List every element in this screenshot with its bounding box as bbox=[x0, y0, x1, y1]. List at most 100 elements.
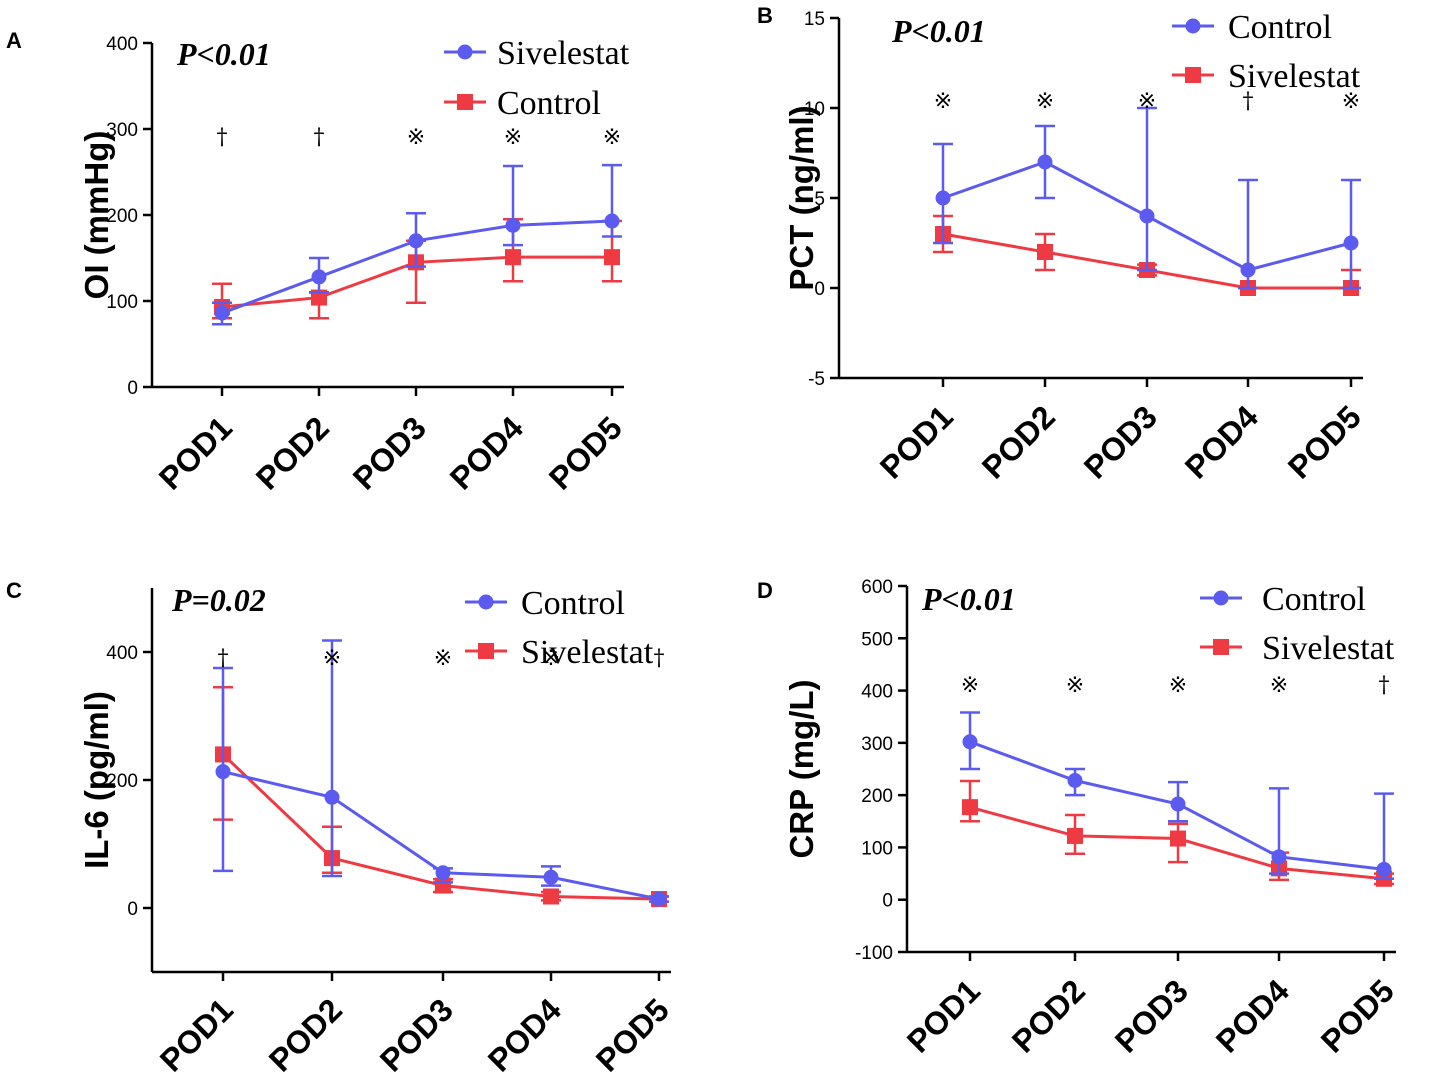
y-tick-label: 400 bbox=[106, 34, 138, 55]
significance-mark: ※ bbox=[1270, 673, 1288, 698]
y-tick-label: -5 bbox=[808, 369, 825, 390]
panel-letter: B bbox=[757, 3, 773, 28]
x-tick-label: POD5 bbox=[1314, 972, 1401, 1059]
significance-mark: ※ bbox=[1138, 89, 1156, 114]
legend-label: Sivelestat bbox=[1228, 58, 1361, 95]
y-tick-label: 0 bbox=[814, 279, 825, 300]
y-tick-label: 400 bbox=[106, 643, 138, 664]
y-tick-label: 300 bbox=[106, 120, 138, 141]
data-point bbox=[1067, 827, 1083, 844]
legend-item: Sivelestat bbox=[465, 634, 654, 671]
y-axis-title: CRP (mg/L) bbox=[783, 679, 820, 858]
significance-mark: † bbox=[218, 646, 229, 671]
x-tick-label: POD5 bbox=[589, 991, 676, 1078]
x-tick-label: POD1 bbox=[873, 398, 960, 485]
data-point bbox=[1170, 796, 1186, 812]
data-point bbox=[1139, 208, 1155, 224]
data-point bbox=[1271, 849, 1287, 865]
y-tick-label: 100 bbox=[861, 838, 893, 859]
legend-marker bbox=[457, 94, 473, 110]
data-point bbox=[604, 213, 620, 229]
chart-panel-d: D -100 0 100 200 300 400 500 600 POD1 POD2 POD3 POD4… bbox=[757, 577, 1401, 1060]
legend-marker bbox=[1213, 590, 1229, 606]
data-point bbox=[1037, 154, 1053, 170]
data-point bbox=[1067, 773, 1083, 789]
data-point bbox=[543, 869, 559, 885]
y-tick-label: 100 bbox=[106, 292, 138, 313]
p-value: P<0.01 bbox=[921, 581, 1016, 617]
series-sivelestat bbox=[212, 163, 622, 326]
significance-mark: ※ bbox=[434, 646, 452, 671]
legend-label: Control bbox=[1262, 581, 1366, 618]
chart-panel-b: B -5 0 5 10 15 POD1 POD2 POD3 POD4 POD5 PCT (ng/ml)… bbox=[757, 3, 1368, 486]
y-tick-label: 500 bbox=[861, 629, 893, 650]
series-control bbox=[213, 639, 669, 907]
x-tick-label: POD4 bbox=[443, 409, 530, 496]
legend-item: Control bbox=[465, 585, 625, 622]
data-point bbox=[505, 217, 521, 233]
p-value: P<0.01 bbox=[176, 36, 271, 72]
legend-label: Control bbox=[1228, 9, 1332, 46]
data-point bbox=[962, 734, 978, 750]
legend-item: Sivelestat bbox=[444, 35, 630, 72]
y-tick-label: 600 bbox=[861, 577, 893, 598]
y-tick-label: -100 bbox=[855, 943, 893, 964]
x-tick-label: POD4 bbox=[1178, 398, 1265, 485]
panel-letter: D bbox=[757, 578, 773, 603]
legend-label: Control bbox=[497, 85, 601, 122]
significance-mark: † bbox=[1379, 673, 1390, 698]
series-sivelestat bbox=[960, 779, 1394, 887]
y-axis-title: PCT (ng/ml) bbox=[783, 105, 820, 290]
series-control bbox=[933, 106, 1361, 290]
chart-panel-a: A 0 100 200 300 400 POD1 POD2 POD3 POD4 POD5 OI (mm… bbox=[6, 28, 630, 497]
data-point bbox=[215, 764, 231, 780]
x-tick-label: POD2 bbox=[1005, 972, 1092, 1059]
legend-marker bbox=[478, 643, 494, 659]
y-tick-label: 5 bbox=[814, 189, 825, 210]
legend-marker bbox=[457, 44, 473, 60]
y-tick-label: 200 bbox=[106, 771, 138, 792]
data-point bbox=[1240, 262, 1256, 278]
legend-item: Sivelestat bbox=[1200, 630, 1395, 667]
p-value: P<0.01 bbox=[891, 13, 986, 49]
x-tick-label: POD5 bbox=[1281, 398, 1368, 485]
y-tick-label: 15 bbox=[804, 9, 825, 30]
x-tick-label: POD2 bbox=[975, 398, 1062, 485]
significance-mark: ※ bbox=[961, 673, 979, 698]
data-point bbox=[214, 305, 230, 321]
data-point bbox=[1170, 830, 1186, 847]
data-point bbox=[324, 789, 340, 805]
legend-label: Sivelestat bbox=[521, 634, 654, 671]
x-tick-label: POD3 bbox=[373, 991, 460, 1078]
x-tick-label: POD1 bbox=[152, 409, 239, 496]
y-tick-label: 10 bbox=[804, 99, 825, 120]
significance-mark: ※ bbox=[1066, 673, 1084, 698]
significance-mark: † bbox=[217, 125, 228, 150]
legend-item: Control bbox=[444, 85, 601, 122]
x-tick-label: POD3 bbox=[1108, 972, 1195, 1059]
legend-marker bbox=[478, 594, 494, 610]
data-point bbox=[435, 865, 451, 881]
legend-item: Control bbox=[1200, 581, 1366, 618]
legend-item: Control bbox=[1172, 9, 1332, 46]
significance-mark: ※ bbox=[1342, 89, 1360, 114]
x-tick-label: POD5 bbox=[542, 409, 629, 496]
significance-mark: ※ bbox=[542, 646, 560, 671]
legend-marker bbox=[1185, 67, 1201, 83]
x-tick-label: POD1 bbox=[900, 972, 987, 1059]
data-point bbox=[651, 891, 667, 907]
significance-mark: ※ bbox=[603, 125, 621, 150]
data-point bbox=[1376, 861, 1392, 877]
panel-letter: C bbox=[6, 578, 22, 603]
y-tick-label: 0 bbox=[127, 378, 138, 399]
series-control bbox=[960, 711, 1394, 881]
data-point bbox=[962, 799, 978, 816]
significance-mark: ※ bbox=[1036, 89, 1054, 114]
data-point bbox=[543, 888, 559, 905]
legend-label: Sivelestat bbox=[497, 35, 630, 72]
legend-item: Sivelestat bbox=[1172, 58, 1361, 95]
significance-mark: † bbox=[654, 646, 665, 671]
data-point bbox=[604, 249, 620, 266]
x-tick-label: POD4 bbox=[1209, 972, 1296, 1059]
